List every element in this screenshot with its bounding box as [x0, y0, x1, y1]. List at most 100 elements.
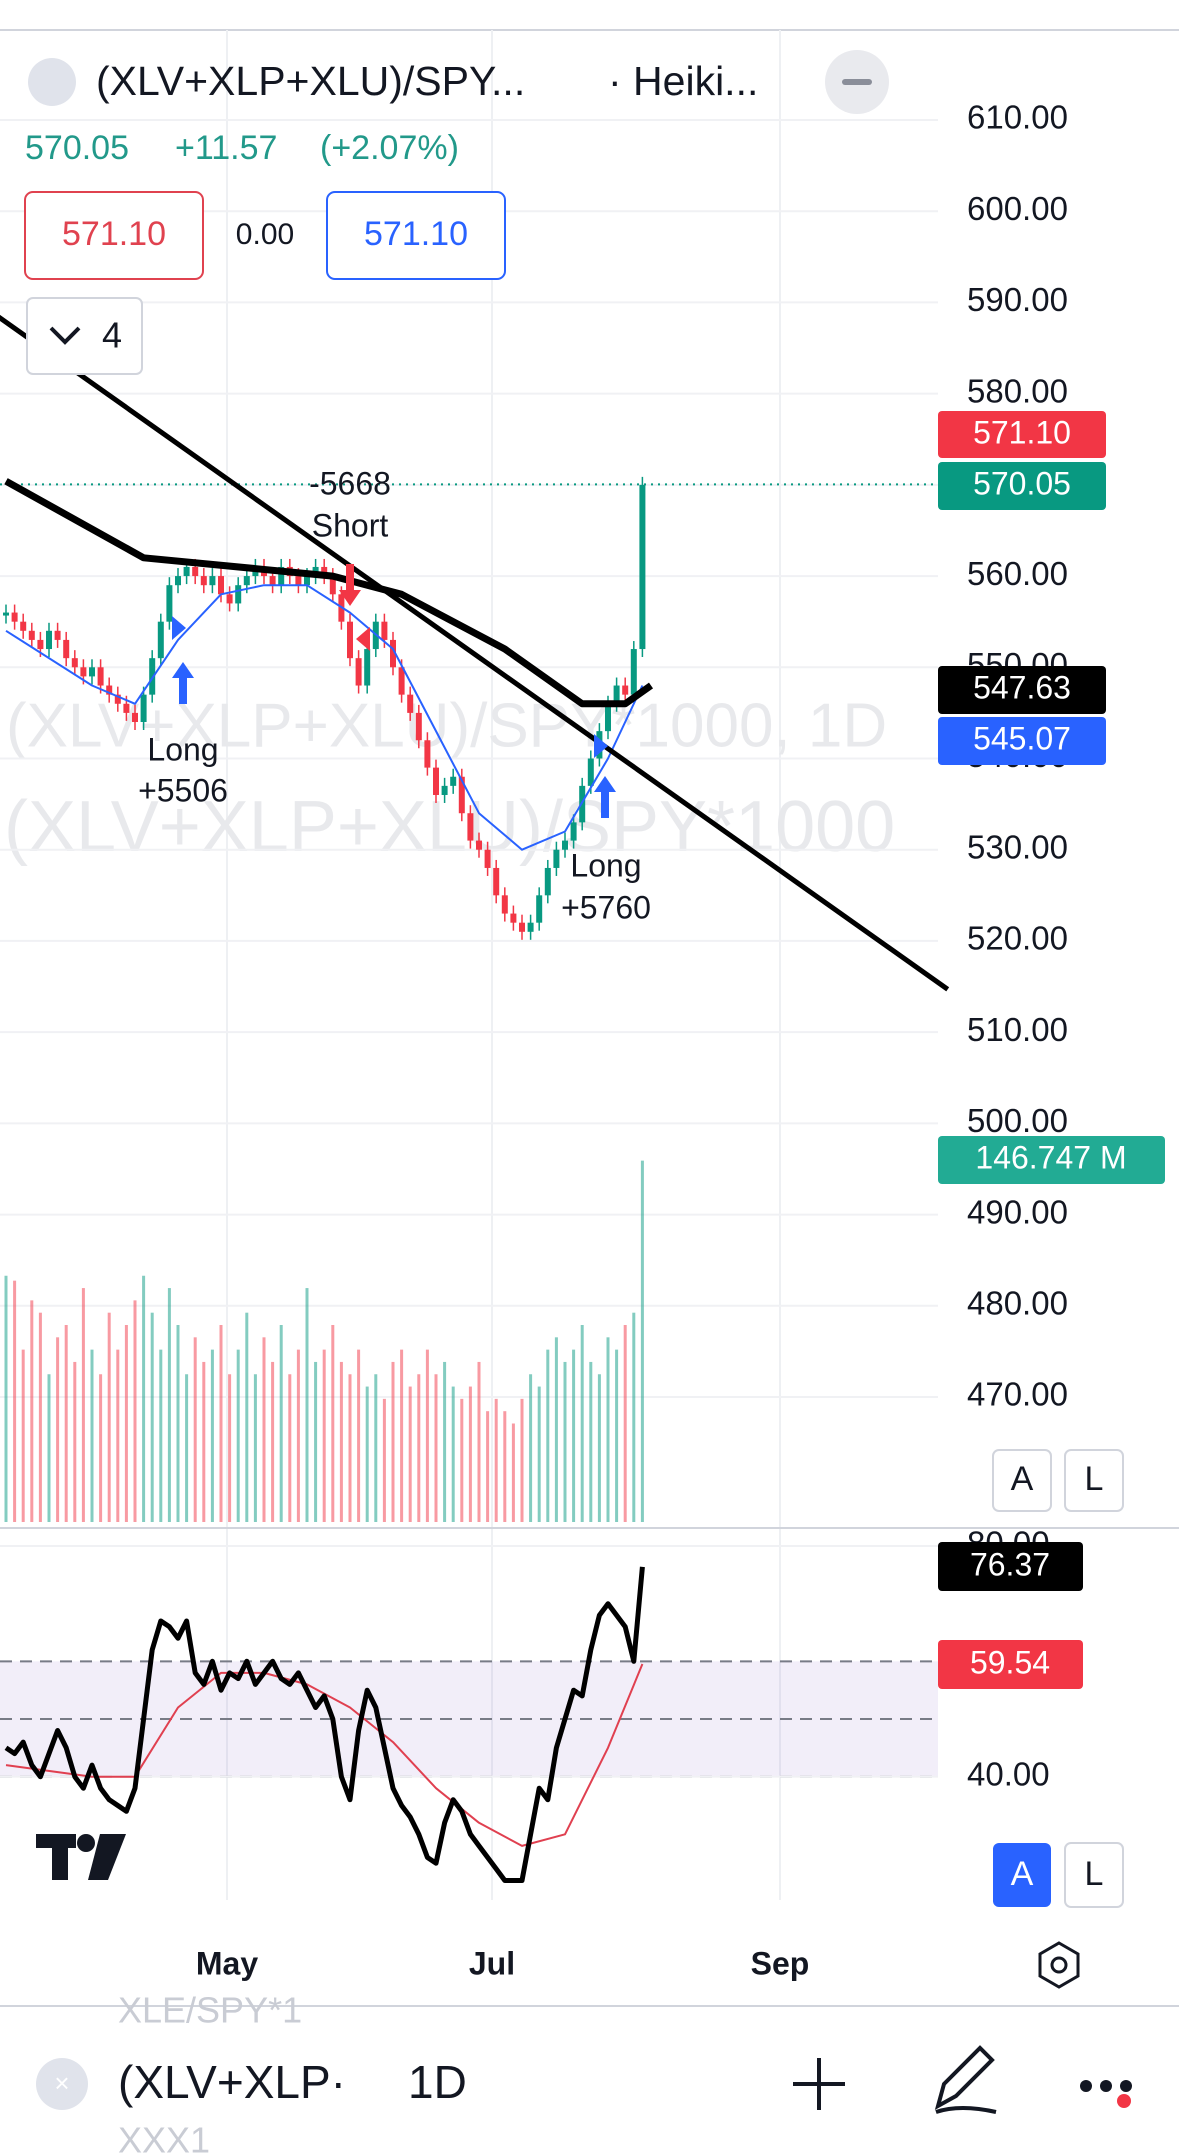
- volume-bar: [640, 1160, 644, 1522]
- volume-bar: [374, 1374, 378, 1522]
- volume-bar: [219, 1325, 223, 1522]
- volume-bar: [21, 1349, 25, 1522]
- more-button[interactable]: [1080, 2080, 1132, 2108]
- volume-bar: [296, 1349, 300, 1522]
- candle: [467, 813, 474, 841]
- buy-button[interactable]: [326, 191, 506, 280]
- close-symbol[interactable]: [36, 2058, 88, 2110]
- button-label: A: [1011, 1855, 1034, 1893]
- candle: [269, 576, 276, 586]
- volume-bar: [606, 1337, 610, 1522]
- dot: [1080, 2080, 1092, 2092]
- candle: [28, 630, 35, 640]
- change: +11.57: [175, 129, 277, 167]
- candle: [587, 758, 594, 786]
- volume-bar: [322, 1349, 326, 1522]
- rsi-tag: 76.37: [970, 1546, 1050, 1582]
- long-flag: [594, 734, 608, 758]
- volume-bar: [425, 1349, 429, 1522]
- y-tick-label: 40.00: [967, 1755, 1050, 1792]
- add-button[interactable]: [793, 2058, 845, 2110]
- volume-bar: [279, 1325, 283, 1522]
- volume-bar: [365, 1386, 369, 1522]
- candle: [407, 694, 414, 713]
- candle: [381, 621, 388, 640]
- settings-icon[interactable]: [1038, 1941, 1080, 1989]
- candle: [304, 576, 310, 586]
- candle: [209, 576, 216, 586]
- volume-bar: [133, 1300, 137, 1522]
- indicator-count: 4: [102, 315, 122, 356]
- tag-box: [938, 411, 1106, 458]
- candle: [114, 694, 121, 704]
- volume-bar: [417, 1374, 421, 1522]
- symbol[interactable]: (XLV+XLP+XLU)/SPY...: [96, 58, 525, 104]
- candle: [553, 849, 560, 868]
- volume-bar: [245, 1312, 249, 1522]
- candle: [243, 576, 250, 586]
- y-tick-label: 490.00: [967, 1193, 1068, 1230]
- auto-button[interactable]: [992, 1449, 1052, 1512]
- candle: [226, 594, 233, 604]
- volume-bar: [563, 1361, 567, 1522]
- y-tick-label: 480.00: [967, 1285, 1068, 1322]
- auto-button[interactable]: [993, 1843, 1051, 1907]
- volume-bar: [589, 1361, 593, 1522]
- indicators-toggle[interactable]: [26, 297, 143, 375]
- volume-bar: [185, 1374, 189, 1522]
- candle: [3, 612, 9, 616]
- candle: [157, 621, 164, 659]
- y-tick-label: 560.00: [967, 555, 1068, 592]
- volume-bar: [400, 1349, 404, 1522]
- volume-bar: [554, 1337, 558, 1522]
- volume-bar: [167, 1288, 171, 1522]
- line: [4, 478, 654, 708]
- candle: [570, 822, 577, 841]
- candle: [536, 895, 543, 923]
- symbol[interactable]: (XLV+XLP·: [118, 2056, 346, 2108]
- log-button[interactable]: [1064, 1449, 1124, 1512]
- candle: [132, 712, 138, 723]
- interval[interactable]: 1D: [408, 2056, 467, 2108]
- volume-bar: [477, 1361, 481, 1522]
- volume-bar: [116, 1349, 120, 1522]
- volume-bar: [537, 1386, 541, 1522]
- candle: [295, 576, 302, 586]
- volume-bar: [460, 1398, 464, 1522]
- candle: [347, 621, 353, 659]
- rsi-tag: 59.54: [970, 1644, 1050, 1680]
- candle: [37, 639, 44, 650]
- volume-bar: [4, 1275, 8, 1522]
- volume-bar: [520, 1398, 524, 1522]
- short-arrow: [339, 564, 361, 606]
- tag-box: [938, 666, 1106, 714]
- button-label: L: [1085, 1460, 1104, 1498]
- tag-box: [938, 1136, 1165, 1184]
- volume-bar: [391, 1361, 395, 1522]
- volume-bar: [597, 1374, 601, 1522]
- sell-button[interactable]: [24, 191, 204, 280]
- log-button[interactable]: [1064, 1842, 1124, 1908]
- signals: -5668 Short Long +5506 Long +5760: [138, 465, 651, 925]
- volume-bar: [56, 1337, 60, 1522]
- volume-bar: [468, 1386, 472, 1522]
- volume-bar: [572, 1349, 576, 1522]
- minus-icon: [842, 79, 872, 85]
- line: [4, 1566, 645, 1883]
- candle: [527, 922, 534, 932]
- header: (XLV+XLP+XLU)/SPY... · Heiki... 570.05 +…: [24, 50, 889, 375]
- draw-button[interactable]: [934, 2045, 997, 2114]
- annotation: Long: [147, 731, 218, 767]
- candle: [433, 767, 439, 795]
- y-tick-label: 600.00: [967, 190, 1068, 227]
- volume-bar: [357, 1349, 361, 1522]
- volume-bar: [99, 1374, 103, 1522]
- x-tick-label: Sep: [751, 1945, 810, 1981]
- volume-bar: [236, 1349, 240, 1522]
- chart-style[interactable]: · Heiki...: [608, 58, 758, 104]
- candle: [622, 685, 629, 695]
- short-flag: [356, 627, 370, 651]
- logo-part: [88, 1834, 126, 1880]
- volume-bar: [262, 1337, 266, 1522]
- footer: XLE/SPY*1 × (XLV+XLP· 1D XXX1: [36, 1990, 1132, 2155]
